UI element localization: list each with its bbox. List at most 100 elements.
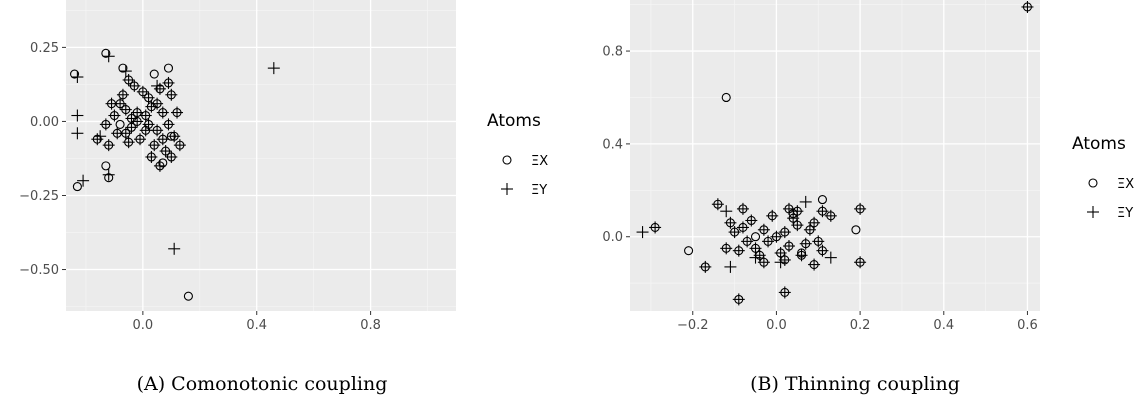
y-tick-label: 0.25: [30, 41, 59, 56]
point-xi-y: [116, 88, 129, 101]
point-xi-y: [824, 209, 837, 222]
x-tick-label: 0.2: [850, 318, 871, 333]
point-xi-y: [145, 100, 158, 113]
legend-title: Atoms: [1072, 134, 1126, 154]
point-xi-y: [102, 139, 115, 152]
point-xi-y: [766, 209, 779, 222]
point-xi-y: [699, 260, 712, 273]
point-xi-y: [795, 249, 808, 262]
x-tick-label: 0.8: [360, 318, 381, 333]
point-xi-y: [808, 258, 821, 271]
point-xi-y: [816, 244, 829, 257]
point-xi-y: [105, 97, 118, 110]
point-xi-y: [1021, 0, 1034, 13]
panel-a: 0.0 0.4 0.8 0.25 0.00 −0.25 −0.50 Atoms ΞX ΞY…: [19, 0, 548, 395]
panel-b: −0.2 0.0 0.2 0.4 0.6 0.8 0.4 0.0 Atoms ΞX ΞY (…: [602, 0, 1134, 395]
point-xi-x: [163, 63, 174, 73]
point-xi-y: [762, 235, 775, 248]
point-xi-y: [134, 133, 147, 146]
point-xi-y: [119, 103, 132, 116]
x-tick-label: −0.2: [677, 318, 709, 333]
point-xi-y: [736, 221, 749, 234]
point-xi-y: [151, 124, 164, 137]
point-xi-y: [745, 214, 758, 227]
legend: Atoms ΞX ΞY: [487, 111, 548, 198]
point-xi-y: [99, 118, 112, 131]
grid-lines: [66, 0, 456, 311]
point-xi-x: [69, 69, 80, 79]
point-xi-y: [77, 174, 90, 187]
caption-a: (A) Comonotonic coupling: [137, 373, 388, 395]
point-xi-x: [72, 182, 82, 192]
point-xi-y: [720, 205, 733, 218]
point-xi-x: [149, 69, 159, 79]
point-xi-y: [782, 240, 795, 253]
point-xi-y: [153, 159, 166, 172]
point-xi-y: [102, 50, 115, 63]
y-tick-label: 0.8: [602, 45, 623, 60]
point-xi-y: [91, 133, 104, 146]
point-xi-y: [145, 150, 158, 163]
point-xi-y: [778, 253, 791, 266]
point-xi-y: [757, 256, 770, 269]
x-tick-label: 0.4: [246, 318, 267, 333]
x-tick-label: 0.6: [1017, 318, 1038, 333]
point-xi-y: [732, 293, 745, 306]
point-xi-y: [136, 85, 149, 98]
point-xi-y: [803, 223, 816, 236]
point-xi-x: [101, 48, 111, 58]
point-xi-y: [142, 118, 155, 131]
point-xi-y: [122, 136, 135, 149]
point-xi-y: [71, 109, 84, 122]
point-xi-y: [799, 237, 812, 250]
point-xi-y: [168, 242, 181, 255]
point-xi-y: [159, 145, 172, 158]
point-xi-y: [816, 205, 829, 218]
point-xi-y: [791, 219, 804, 232]
point-xi-x: [118, 63, 128, 73]
point-xi-y: [119, 65, 132, 78]
legend-plus-marker: [501, 183, 513, 195]
y-tick-label: −0.50: [19, 263, 59, 278]
point-xi-y: [774, 246, 787, 259]
point-xi-y: [732, 244, 745, 257]
y-tick-label: 0.00: [30, 115, 59, 130]
point-xi-y: [267, 62, 280, 75]
point-xi-y: [125, 112, 138, 125]
point-xi-y: [156, 106, 169, 119]
legend-label-xi-y: ΞY: [1117, 206, 1133, 221]
point-xi-y: [122, 73, 135, 86]
point-xi-y: [142, 91, 155, 104]
point-xi-y: [153, 82, 166, 95]
point-xi-y: [854, 256, 867, 269]
point-xi-y: [791, 205, 804, 218]
point-xi-y: [778, 286, 791, 299]
point-xi-y: [741, 235, 754, 248]
point-xi-y: [148, 139, 161, 152]
point-xi-y: [808, 216, 821, 229]
y-tick-label: 0.4: [602, 137, 623, 152]
point-xi-y: [649, 221, 662, 234]
x-tick-label: 0.0: [766, 318, 787, 333]
point-xi-x: [750, 232, 761, 242]
caption-b: (B) Thinning coupling: [750, 373, 960, 395]
legend: Atoms ΞX ΞY: [1072, 134, 1134, 221]
point-xi-y: [753, 249, 766, 262]
point-xi-y: [724, 260, 737, 273]
point-xi-y: [787, 212, 800, 225]
x-tick-label: 0.0: [133, 318, 154, 333]
point-xi-y: [728, 226, 741, 239]
point-xi-x: [183, 291, 193, 301]
point-xi-y: [156, 133, 169, 146]
legend-circle-marker: [502, 155, 512, 165]
legend-title: Atoms: [487, 111, 541, 131]
point-xi-y: [173, 139, 186, 152]
point-xi-y: [778, 226, 791, 239]
point-xi-y: [799, 195, 812, 208]
point-xi-y: [165, 88, 178, 101]
point-xi-y: [168, 130, 181, 143]
point-xi-y: [139, 124, 152, 137]
point-xi-x: [851, 225, 861, 235]
legend-circle-marker: [1088, 178, 1098, 188]
